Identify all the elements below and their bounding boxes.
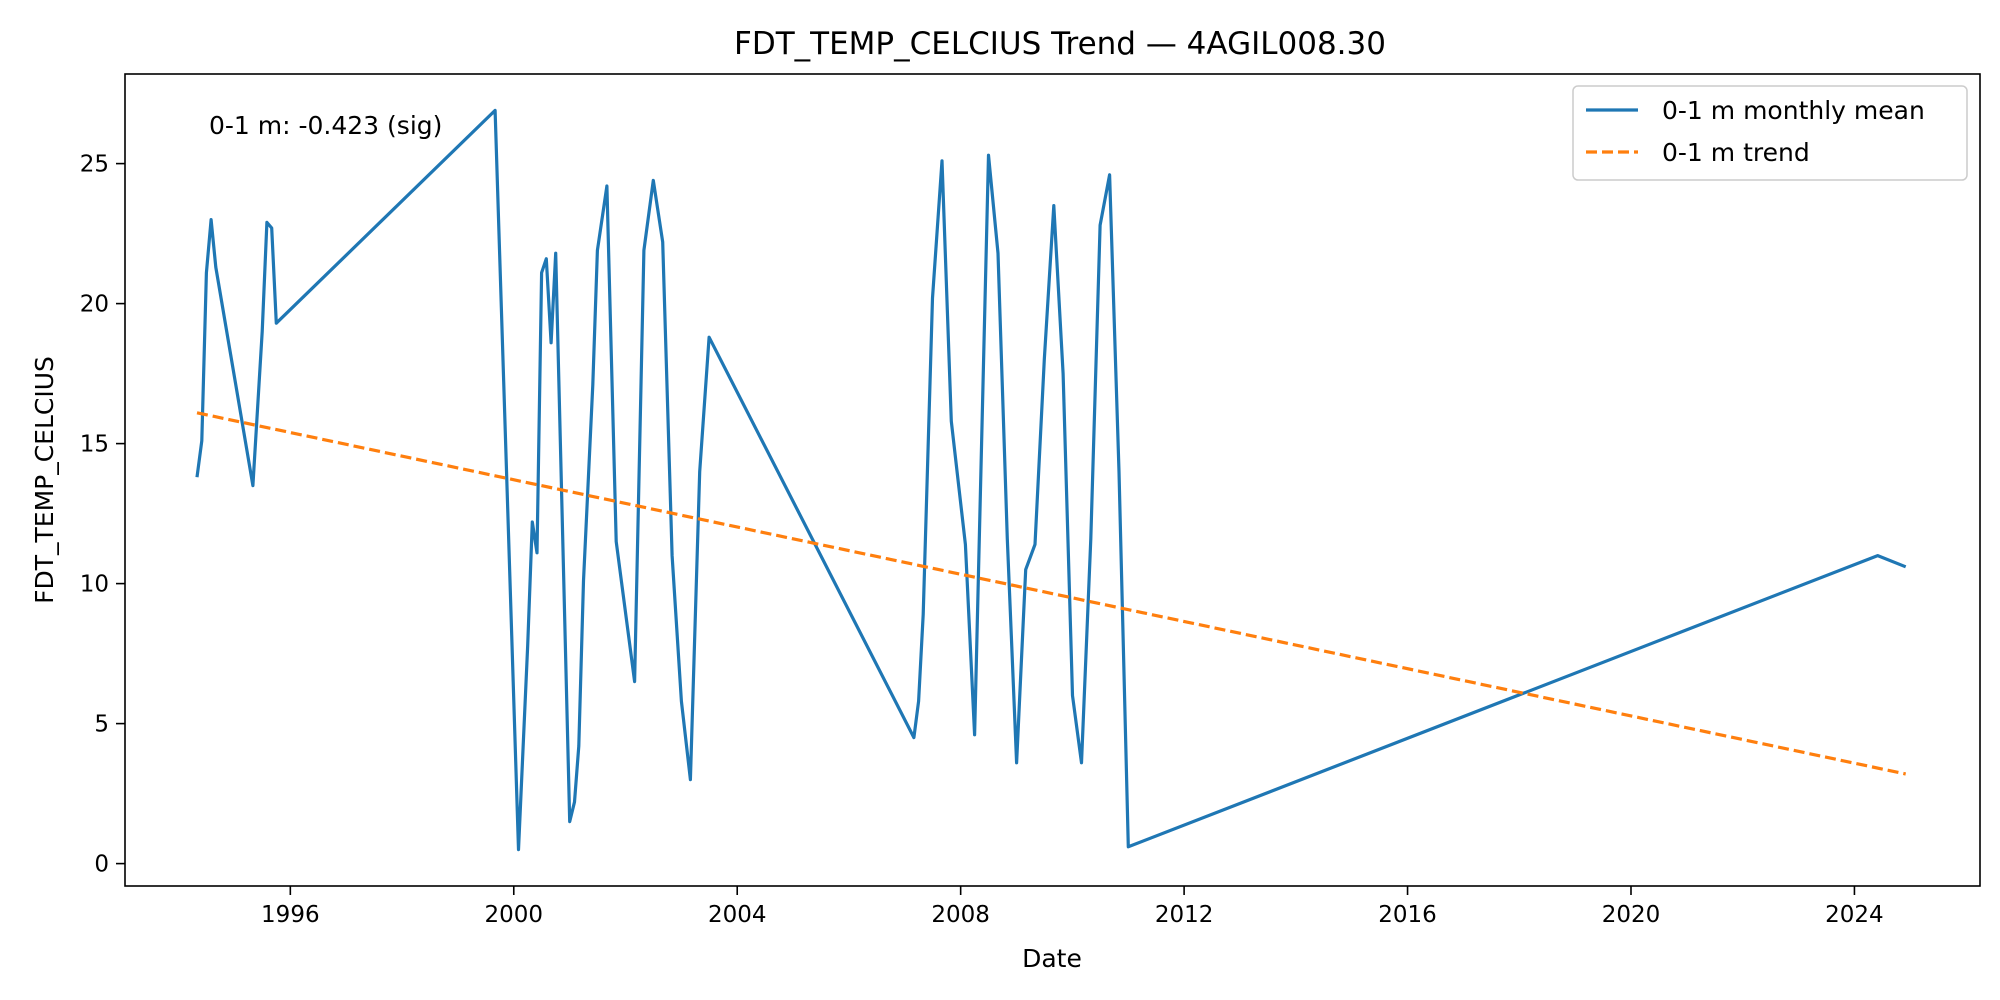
chart-title: FDT_TEMP_CELCIUS Trend — 4AGIL008.30 [734, 26, 1386, 62]
x-tick-label: 2024 [1825, 902, 1884, 928]
y-tick-label: 5 [94, 712, 109, 738]
y-tick-label: 0 [94, 852, 109, 878]
series-line-trend [196, 411, 1907, 776]
series-line-monthly-mean [195, 108, 1907, 852]
y-tick-label: 15 [80, 432, 109, 458]
x-tick-label: 2000 [484, 902, 543, 928]
x-tick-label: 2008 [931, 902, 990, 928]
x-tick-label: 2020 [1602, 902, 1661, 928]
x-tick-label: 2012 [1155, 902, 1214, 928]
x-tick-label: 2016 [1378, 902, 1437, 928]
legend-label-trend: 0-1 m trend [1662, 138, 1810, 167]
trend-annotation: 0-1 m: -0.423 (sig) [209, 111, 442, 140]
plot-area [124, 73, 1981, 887]
x-axis: 1996 2000 2004 2008 2012 2016 2020 2024 [261, 886, 1884, 928]
legend-label-monthly-mean: 0-1 m monthly mean [1662, 96, 1925, 125]
legend: 0-1 m monthly mean 0-1 m trend [1572, 85, 1968, 181]
legend-box [1572, 85, 1968, 181]
x-tick-label: 2004 [708, 902, 767, 928]
x-axis-title: Date [1022, 944, 1082, 973]
y-axis: 0 5 10 15 20 25 [80, 152, 125, 878]
series-layer [195, 108, 1907, 852]
y-tick-label: 25 [80, 152, 109, 178]
y-tick-label: 10 [80, 572, 109, 598]
y-axis-title: FDT_TEMP_CELCIUS [30, 356, 59, 604]
y-tick-label: 20 [80, 292, 109, 318]
x-tick-label: 1996 [261, 902, 320, 928]
